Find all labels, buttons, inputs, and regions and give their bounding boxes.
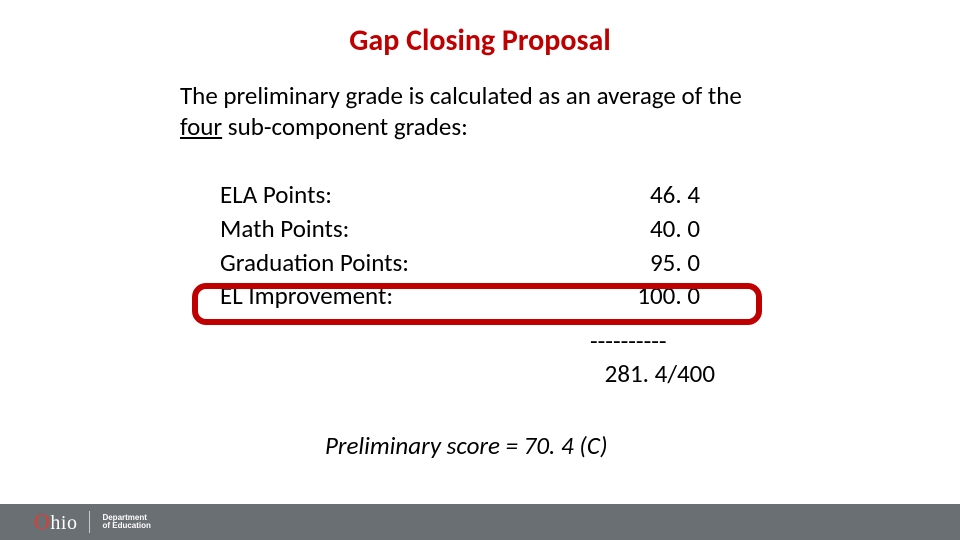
intro-part2: sub-component grades: (222, 111, 468, 142)
points-label: EL Improvement: (200, 279, 560, 313)
divider-dashes: ---------- (590, 325, 667, 356)
footer-logo: Ohio Department of Education (34, 509, 151, 535)
slide: Gap Closing Proposal The preliminary gra… (0, 0, 960, 540)
points-row: Graduation Points: 95. 0 (200, 246, 760, 280)
ohio-rest: hio (50, 512, 77, 535)
points-value: 95. 0 (560, 246, 700, 280)
intro-part1: The preliminary grade is calculated as a… (180, 80, 742, 111)
dept-line2: of Education (102, 522, 150, 530)
intro-text: The preliminary grade is calculated as a… (180, 80, 780, 143)
points-value: 46. 4 (560, 178, 700, 212)
points-label: Math Points: (200, 212, 560, 246)
points-value: 100. 0 (560, 279, 700, 313)
slide-title: Gap Closing Proposal (0, 22, 960, 59)
points-row: Math Points: 40. 0 (200, 212, 760, 246)
points-value: 40. 0 (560, 212, 700, 246)
preliminary-score: Preliminary score = 70. 4 (C) (325, 430, 608, 461)
points-row: EL Improvement: 100. 0 (200, 279, 760, 313)
points-row: ELA Points: 46. 4 (200, 178, 760, 212)
points-list: ELA Points: 46. 4 Math Points: 40. 0 Gra… (200, 178, 760, 313)
footer-divider (89, 511, 90, 533)
points-label: Graduation Points: (200, 246, 560, 280)
ohio-logo: Ohio (34, 509, 77, 535)
footer-bar: Ohio Department of Education (0, 504, 960, 540)
intro-underline: four (180, 111, 222, 142)
points-label: ELA Points: (200, 178, 560, 212)
department-label: Department of Education (102, 514, 150, 531)
ohio-o: O (34, 509, 50, 535)
total-score: 281. 4/400 (555, 358, 715, 389)
